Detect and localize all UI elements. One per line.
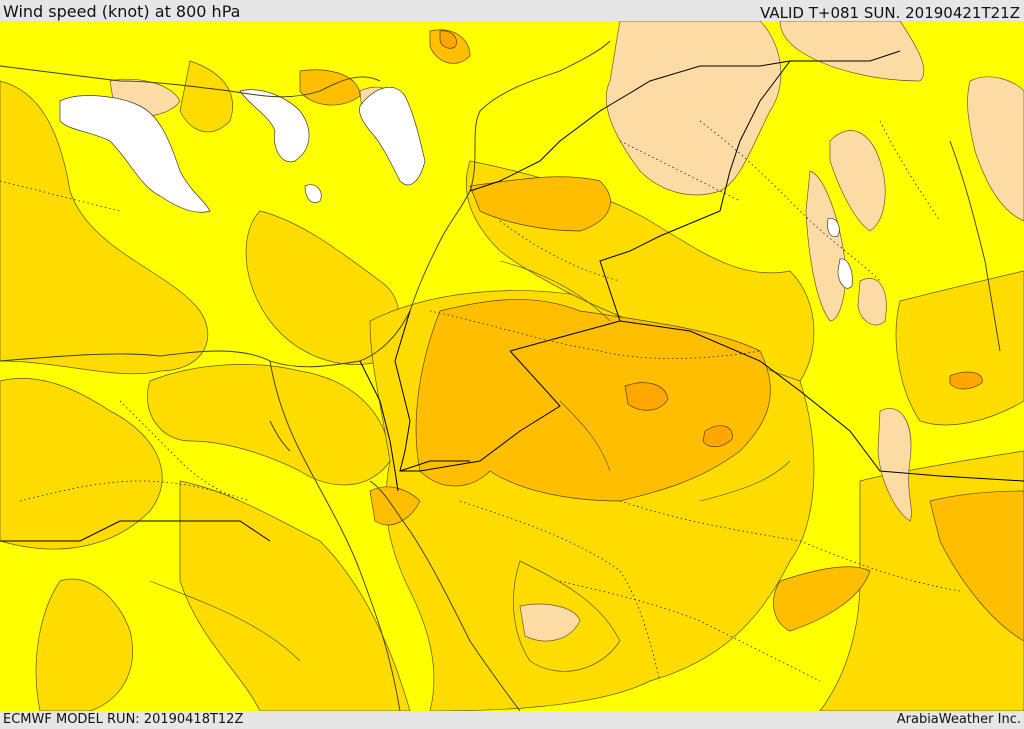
country-borders xyxy=(0,50,1024,542)
band-20-25 xyxy=(0,60,1024,711)
footer-bar: ECMWF MODEL RUN: 20190418T12Z ArabiaWeat… xyxy=(0,711,1024,729)
inner-boundaries xyxy=(0,120,961,682)
header-bar: Wind speed (knot) at 800 hPa VALID T+081… xyxy=(0,0,1024,22)
wind-speed-map xyxy=(0,21,1024,711)
band-25-30 xyxy=(299,29,1024,642)
credit-label: ArabiaWeather Inc. xyxy=(896,712,1021,727)
model-run-label: ECMWF MODEL RUN: 20190418T12Z xyxy=(3,712,244,727)
coastlines xyxy=(0,40,1001,711)
map-title: Wind speed (knot) at 800 hPa xyxy=(3,2,241,21)
band-lt-10 xyxy=(59,86,853,289)
valid-time: VALID T+081 SUN. 20190421T21Z xyxy=(760,4,1020,22)
band-10-15 xyxy=(109,21,1024,642)
band-30-35 xyxy=(439,30,983,448)
contour-lines xyxy=(149,260,791,662)
